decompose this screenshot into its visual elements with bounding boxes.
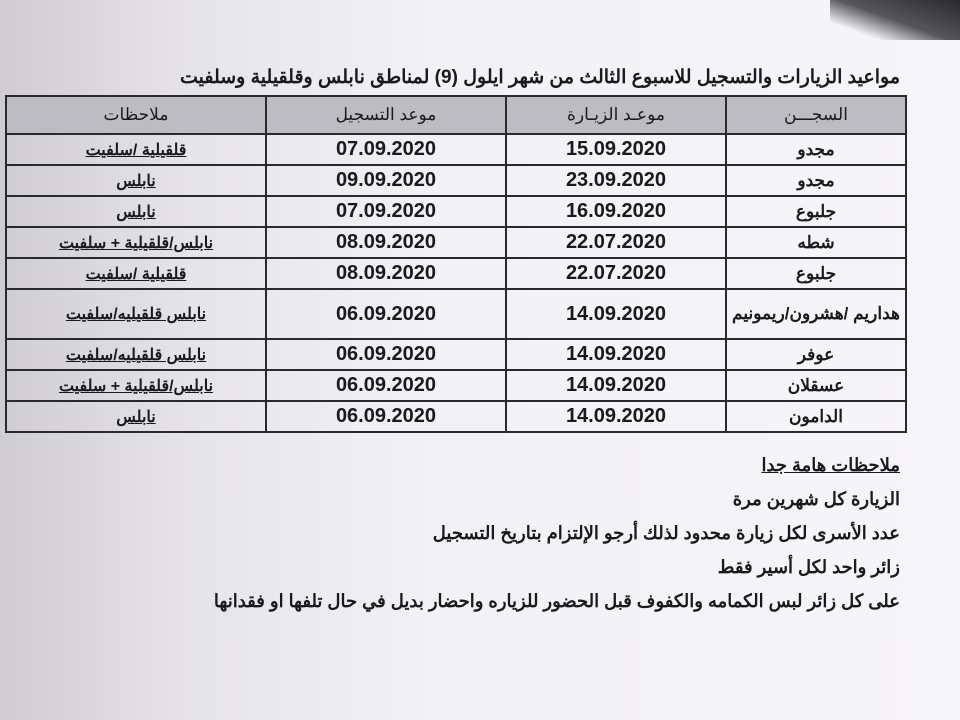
visit-date-cell: 14.09.2020 [505,338,727,371]
visit-date-cell: 14.09.2020 [505,288,727,340]
table-row: هداريم /هشرون/ريمونيم 14.09.2020 06.09.202… [5,288,907,340]
table-row: جلبوع 22.07.2020 08.09.2020 قلقيلية /سلفيت [5,257,907,290]
registration-date-cell: 09.09.2020 [265,164,507,197]
registration-date-cell: 07.09.2020 [265,195,507,228]
header-registration-date: موعد التسجيل [265,95,507,135]
header-prison: السجـــن [725,95,907,135]
table-row: عوفر 14.09.2020 06.09.2020 نابلس قلقيليه/سل… [5,338,907,371]
prison-cell: شطه [725,226,907,259]
visit-date-cell: 14.09.2020 [505,369,727,402]
table-row: شطه 22.07.2020 08.09.2020 نابلس/قلقيلية + س… [5,226,907,259]
header-visit-date: موعـد الزيـارة [505,95,727,135]
table-row: مجدو 23.09.2020 09.09.2020 نابلس [5,164,907,197]
notes-cell: نابلس [5,195,267,228]
prison-cell: عوفر [725,338,907,371]
note-line: زائر واحد لكل أسير فقط [717,557,900,577]
notes-cell: نابلس [5,164,267,197]
prison-cell: جلبوع [725,257,907,290]
notes-cell: نابلس قلقيليه/سلفيت [5,288,267,340]
notes-cell: نابلس/قلقيلية + سلفيت [5,369,267,402]
visit-date-cell: 14.09.2020 [505,400,727,433]
prison-cell: مجدو [725,164,907,197]
notes-cell: قلقيلية /سلفيت [5,257,267,290]
prison-cell: مجدو [725,133,907,166]
registration-date-cell: 06.09.2020 [265,369,507,402]
notes-cell: نابلس/قلقيلية + سلفيت [5,226,267,259]
registration-date-cell: 06.09.2020 [265,288,507,340]
notes-heading: ملاحظات هامة جدا [761,455,900,475]
table-row: عسقلان 14.09.2020 06.09.2020 نابلس/قلقيلية … [5,369,907,402]
note-line: عدد الأسرى لكل زيارة محدود لذلك أرجو الإ… [432,523,900,543]
visit-date-cell: 15.09.2020 [505,133,727,166]
visit-date-cell: 22.07.2020 [505,226,727,259]
notes-cell: نابلس قلقيليه/سلفيت [5,338,267,371]
header-notes: ملاحظات [5,95,267,135]
notes-cell: قلقيلية /سلفيت [5,133,267,166]
registration-date-cell: 07.09.2020 [265,133,507,166]
visit-date-cell: 23.09.2020 [505,164,727,197]
registration-date-cell: 06.09.2020 [265,400,507,433]
visit-date-cell: 22.07.2020 [505,257,727,290]
note-line: الزيارة كل شهرين مرة [732,489,900,509]
visits-table: السجـــن موعـد الزيـارة موعد التسجيل ملا… [5,95,907,433]
table-row: جلبوع 16.09.2020 07.09.2020 نابلس [5,195,907,228]
prison-cell: عسقلان [725,369,907,402]
visit-date-cell: 16.09.2020 [505,195,727,228]
registration-date-cell: 06.09.2020 [265,338,507,371]
prison-cell: جلبوع [725,195,907,228]
registration-date-cell: 08.09.2020 [265,226,507,259]
note-line: على كل زائر لبس الكمامه والكفوف قبل الحض… [213,591,900,611]
registration-date-cell: 08.09.2020 [265,257,507,290]
important-notes: ملاحظات هامة جدا الزيارة كل شهرين مرة عد… [40,455,900,618]
table-header-row: السجـــن موعـد الزيـارة موعد التسجيل ملا… [5,95,907,135]
document-title: مواعيد الزيارات والتسجيل للاسبوع الثالث … [179,67,900,88]
prison-cell: الدامون [725,400,907,433]
notes-cell: نابلس [5,400,267,433]
table-row: مجدو 15.09.2020 07.09.2020 قلقيلية /سلفيت [5,133,907,166]
prison-cell: هداريم /هشرون/ريمونيم [725,288,907,340]
table-row: الدامون 14.09.2020 06.09.2020 نابلس [5,400,907,433]
photo-edge [830,0,960,40]
